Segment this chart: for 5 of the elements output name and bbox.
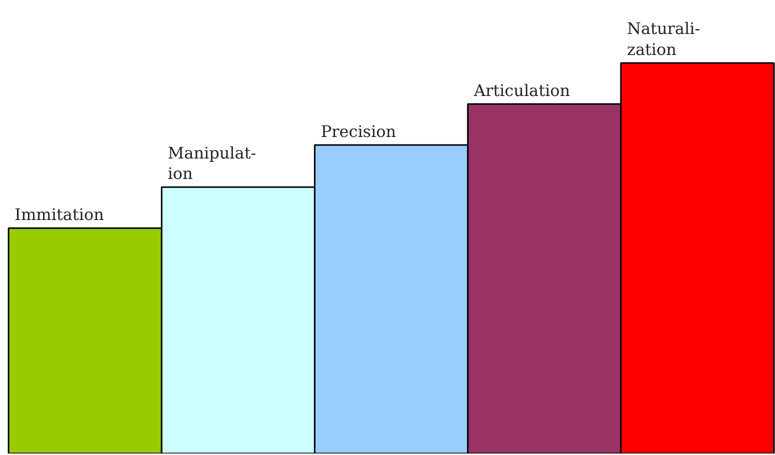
- x-tick-label: Naturali- zation: [627, 19, 700, 59]
- x-tick-label: Manipulat- ion: [168, 143, 256, 184]
- x-tick-label: Articulation: [472, 80, 570, 100]
- x-tick-label: Immitation: [14, 205, 104, 224]
- x-tick-label: Precision: [320, 122, 396, 141]
